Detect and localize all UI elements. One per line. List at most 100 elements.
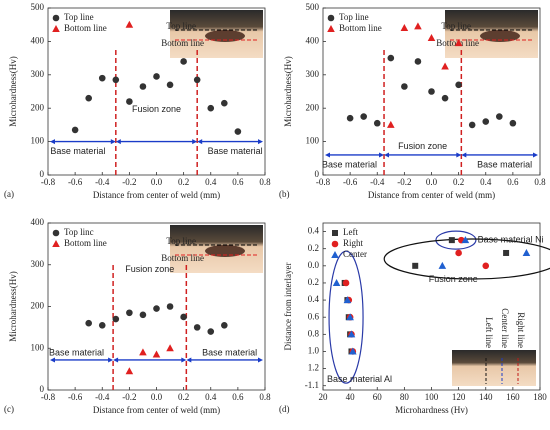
legend-symbol — [331, 240, 339, 248]
point — [221, 321, 228, 329]
point — [180, 58, 187, 65]
inset-label: Bottom line — [161, 38, 204, 48]
y-tick-label: 200 — [31, 102, 45, 112]
y-tick-label: 400 — [306, 35, 320, 45]
x-tick-label: 0.6 — [232, 392, 244, 402]
y-tick-label: 200 — [31, 301, 45, 311]
inset-photo — [452, 350, 536, 386]
al-ellipse — [328, 250, 364, 384]
point — [360, 113, 367, 120]
legend-symbol — [331, 251, 339, 258]
legend-label: Right — [343, 238, 364, 248]
point — [346, 114, 354, 122]
x-tick-label: 180 — [533, 392, 547, 402]
y-tick-label: 0.2 — [308, 243, 319, 253]
x-tick-label: -0.8 — [41, 392, 56, 402]
legend-symbol — [52, 25, 60, 32]
legend-label: Top linc — [64, 227, 94, 237]
legend-symbol — [52, 229, 60, 237]
point — [373, 119, 381, 127]
y-tick-label: 300 — [306, 69, 320, 79]
point — [438, 261, 447, 269]
x-tick-label: 0.6 — [507, 177, 519, 187]
panel-label: (c) — [4, 404, 14, 414]
fusion-ellipse — [383, 238, 550, 280]
x-tick-label: 0.0 — [151, 177, 163, 187]
x-tick-label: -0.2 — [122, 177, 136, 187]
inset-label: Top line — [166, 21, 196, 31]
point — [332, 278, 341, 286]
legend-label: Bottom line — [64, 238, 107, 248]
x-tick-label: -0.8 — [41, 177, 56, 187]
y-tick-label: 0.4 — [308, 294, 320, 304]
y-tick-label: 400 — [31, 35, 45, 45]
point — [139, 311, 147, 319]
y-axis-label: Distance from interlayer — [283, 263, 293, 351]
inset-label: Bottom line — [161, 253, 204, 263]
x-tick-label: 0.0 — [426, 177, 438, 187]
point — [152, 350, 161, 358]
x-axis-label: Distance from center of weld (mm) — [368, 190, 495, 200]
point — [461, 236, 470, 244]
point — [153, 73, 160, 80]
legend-symbol — [327, 25, 335, 32]
point — [522, 248, 531, 256]
point — [207, 104, 215, 112]
y-tick-label: 0.4 — [308, 226, 320, 236]
y-tick-label: 0.8 — [308, 328, 320, 338]
point — [387, 120, 395, 128]
point — [112, 76, 120, 84]
point — [193, 324, 201, 331]
legend-label: Left — [343, 227, 358, 237]
x-tick-label: 60 — [373, 392, 383, 402]
x-tick-label: 0.0 — [151, 392, 163, 402]
x-tick-label: 100 — [425, 392, 439, 402]
point — [85, 94, 92, 102]
point — [401, 83, 408, 90]
point — [428, 88, 435, 95]
y-tick-label: 0.2 — [308, 277, 319, 287]
point — [349, 347, 357, 355]
x-tick-label: 0.4 — [480, 177, 492, 187]
point — [346, 313, 354, 321]
point — [468, 121, 476, 129]
x-tick-label: -0.2 — [397, 177, 411, 187]
point — [343, 296, 352, 304]
y-tick-label: 0.6 — [308, 311, 320, 321]
panel-label: (d) — [279, 404, 290, 414]
x-axis-label: Distance from center of weld (mm) — [93, 190, 220, 200]
point — [414, 22, 422, 30]
point — [112, 315, 120, 323]
x-tick-label: 0.2 — [178, 392, 189, 402]
point — [166, 81, 174, 89]
x-tick-label: -0.6 — [68, 392, 83, 402]
x-tick-label: -0.6 — [343, 177, 358, 187]
point — [342, 279, 350, 287]
point — [125, 20, 134, 28]
point — [414, 58, 422, 65]
y-tick-label: 500 — [306, 2, 320, 12]
zone-label: Fusion zone — [132, 104, 181, 114]
x-axis-label: Microhardness (Hv) — [395, 405, 468, 415]
y-tick-label: 0 — [40, 384, 45, 394]
point — [482, 262, 490, 270]
weld-pool — [205, 245, 245, 257]
annotation: Base material Al — [327, 374, 392, 384]
point — [234, 128, 242, 135]
legend-label: Center — [343, 249, 367, 259]
inset-label: Center line — [500, 308, 510, 348]
y-axis-label: Microhardness(Hv) — [8, 56, 18, 126]
panel-label: (a) — [4, 189, 14, 199]
panel-label: (b) — [279, 189, 290, 199]
x-tick-label: -0.4 — [95, 392, 110, 402]
point — [455, 81, 462, 89]
y-tick-label: 500 — [31, 2, 45, 12]
point — [441, 62, 449, 70]
legend-symbol — [52, 240, 60, 247]
x-tick-label: 80 — [400, 392, 410, 402]
annotation: Fusion zone — [429, 274, 478, 284]
inset-label: Left line — [484, 317, 494, 348]
inset-label: Right line — [516, 312, 526, 348]
point — [166, 303, 174, 310]
x-tick-label: 0.6 — [232, 177, 244, 187]
